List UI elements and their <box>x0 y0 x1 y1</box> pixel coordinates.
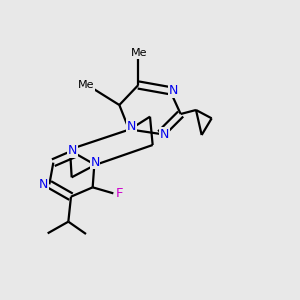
Text: Me: Me <box>131 48 147 58</box>
Text: N: N <box>68 144 77 158</box>
Text: N: N <box>160 128 169 140</box>
Text: N: N <box>39 178 49 191</box>
Text: F: F <box>116 187 123 200</box>
Text: Me: Me <box>78 80 94 90</box>
Text: N: N <box>90 155 100 169</box>
Text: N: N <box>127 120 136 133</box>
Text: N: N <box>169 84 178 97</box>
